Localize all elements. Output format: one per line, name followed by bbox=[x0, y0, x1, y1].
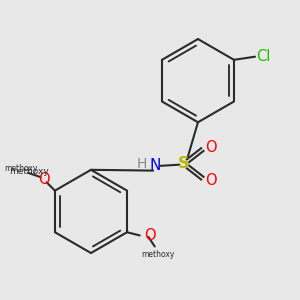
Text: H: H bbox=[136, 157, 147, 171]
Text: O: O bbox=[206, 173, 217, 188]
Text: methoxy: methoxy bbox=[4, 164, 38, 173]
Text: S: S bbox=[178, 156, 190, 171]
Text: methoxy: methoxy bbox=[142, 250, 175, 259]
Text: O: O bbox=[38, 172, 50, 187]
Text: Cl: Cl bbox=[256, 49, 271, 64]
Text: N: N bbox=[150, 158, 161, 172]
Text: O: O bbox=[144, 228, 155, 243]
Text: methoxy: methoxy bbox=[9, 167, 49, 176]
Text: O: O bbox=[206, 140, 217, 155]
